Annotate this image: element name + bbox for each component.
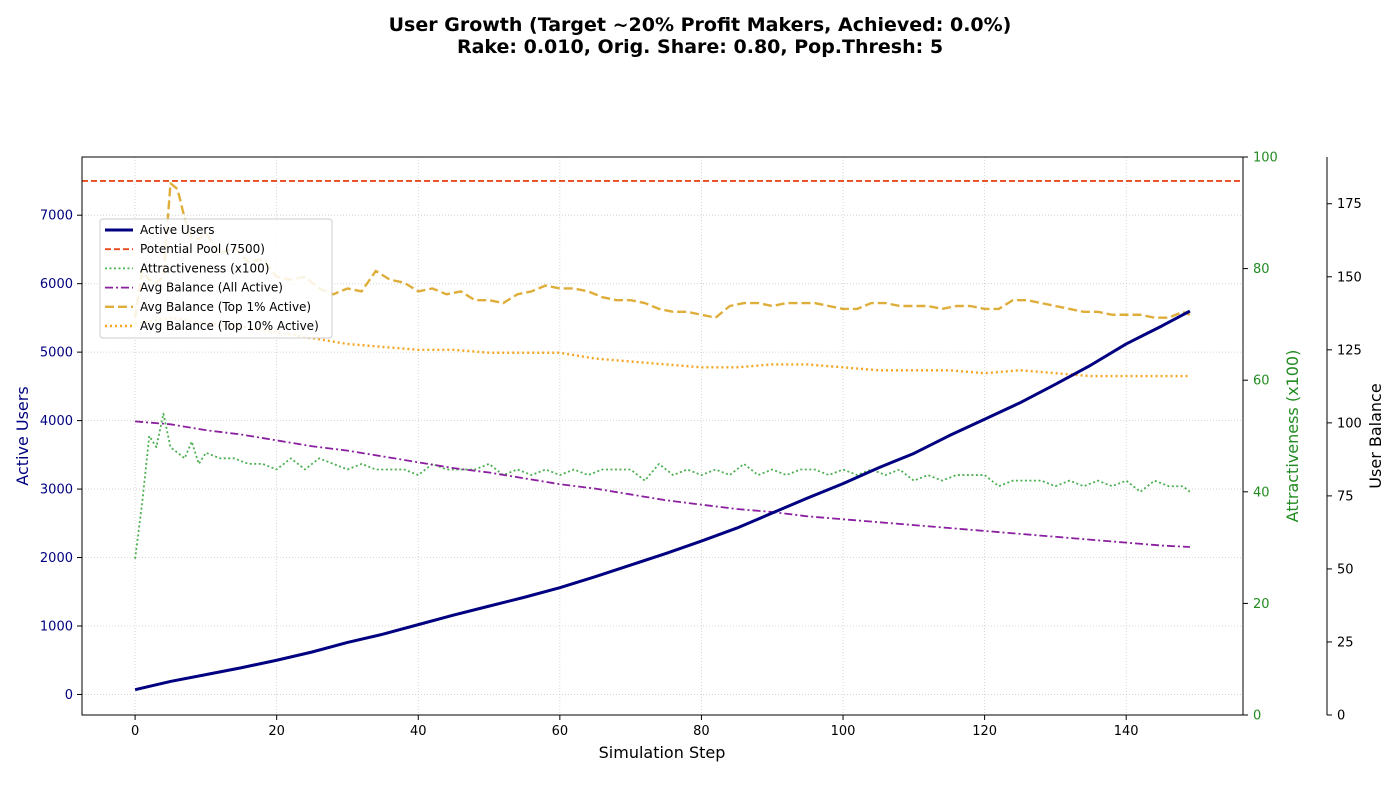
plot-area xyxy=(82,180,1243,692)
left-tick-label: 2000 xyxy=(40,551,73,566)
mid-tick-label: 0 xyxy=(1253,709,1261,724)
right-tick-label: 175 xyxy=(1337,197,1362,212)
mid-tick-label: 20 xyxy=(1253,597,1270,612)
legend: Active Users Potential Pool (7500) Attract… xyxy=(99,218,333,339)
series-avg-balance-top-1-active xyxy=(133,182,1191,319)
right-tick-label: 0 xyxy=(1337,709,1345,724)
right-axis-ticks: 0 25 50 75 100 125 150 175 xyxy=(1327,197,1362,724)
mid-axis-ticks: 0 20 40 60 80 100 xyxy=(1243,151,1278,724)
right-tick-label: 25 xyxy=(1337,635,1354,650)
x-axis-ticks: 0 20 40 60 80 100 120 140 xyxy=(131,715,1139,739)
chart-title-line-2: Rake: 0.010, Orig. Share: 0.80, Pop.Thre… xyxy=(457,36,943,58)
series-active-users xyxy=(134,309,1191,692)
right-axis-label: User Balance xyxy=(1366,383,1385,488)
x-axis-label: Simulation Step xyxy=(599,743,726,762)
x-tick-label: 60 xyxy=(552,724,569,739)
legend-label: Avg Balance (Top 10% Active) xyxy=(140,319,319,333)
mid-tick-label: 100 xyxy=(1253,151,1278,166)
legend-label: Potential Pool (7500) xyxy=(140,242,265,256)
left-axis-label: Active Users xyxy=(13,386,32,485)
right-tick-label: 150 xyxy=(1337,270,1362,285)
x-tick-label: 0 xyxy=(131,724,139,739)
x-tick-label: 80 xyxy=(693,724,710,739)
legend-box xyxy=(99,218,333,339)
x-tick-label: 40 xyxy=(410,724,427,739)
legend-label: Attractiveness (x100) xyxy=(140,261,270,275)
axes-frame xyxy=(81,156,1244,716)
chart-title-line-1: User Growth (Target ~20% Profit Makers, … xyxy=(389,14,1012,36)
left-tick-label: 6000 xyxy=(40,277,73,292)
x-tick-label: 100 xyxy=(831,724,856,739)
series-avg-balance-all-active xyxy=(135,420,1190,548)
mid-tick-label: 60 xyxy=(1253,374,1270,389)
x-tick-label: 20 xyxy=(268,724,285,739)
right-tick-label: 100 xyxy=(1337,416,1362,431)
left-tick-label: 5000 xyxy=(40,346,73,361)
mid-axis-label: Attractiveness (x100) xyxy=(1283,350,1302,523)
mid-tick-label: 40 xyxy=(1253,485,1270,500)
legend-label: Avg Balance (Top 1% Active) xyxy=(140,300,311,314)
left-axis-ticks: 0 1000 2000 3000 4000 5000 6000 7000 xyxy=(40,209,82,703)
series-attractiveness-x100 xyxy=(134,412,1191,559)
legend-label: Avg Balance (All Active) xyxy=(140,281,283,295)
right-tick-label: 75 xyxy=(1337,489,1354,504)
left-tick-label: 1000 xyxy=(40,619,73,634)
left-tick-label: 7000 xyxy=(40,209,73,224)
left-tick-label: 0 xyxy=(65,688,73,703)
right-tick-label: 50 xyxy=(1337,562,1354,577)
legend-label: Active Users xyxy=(140,223,215,237)
x-tick-label: 140 xyxy=(1114,724,1139,739)
mid-tick-label: 80 xyxy=(1253,262,1270,277)
right-tick-label: 125 xyxy=(1337,343,1362,358)
x-tick-label: 120 xyxy=(972,724,997,739)
left-tick-label: 3000 xyxy=(40,483,73,498)
left-tick-label: 4000 xyxy=(40,414,73,429)
